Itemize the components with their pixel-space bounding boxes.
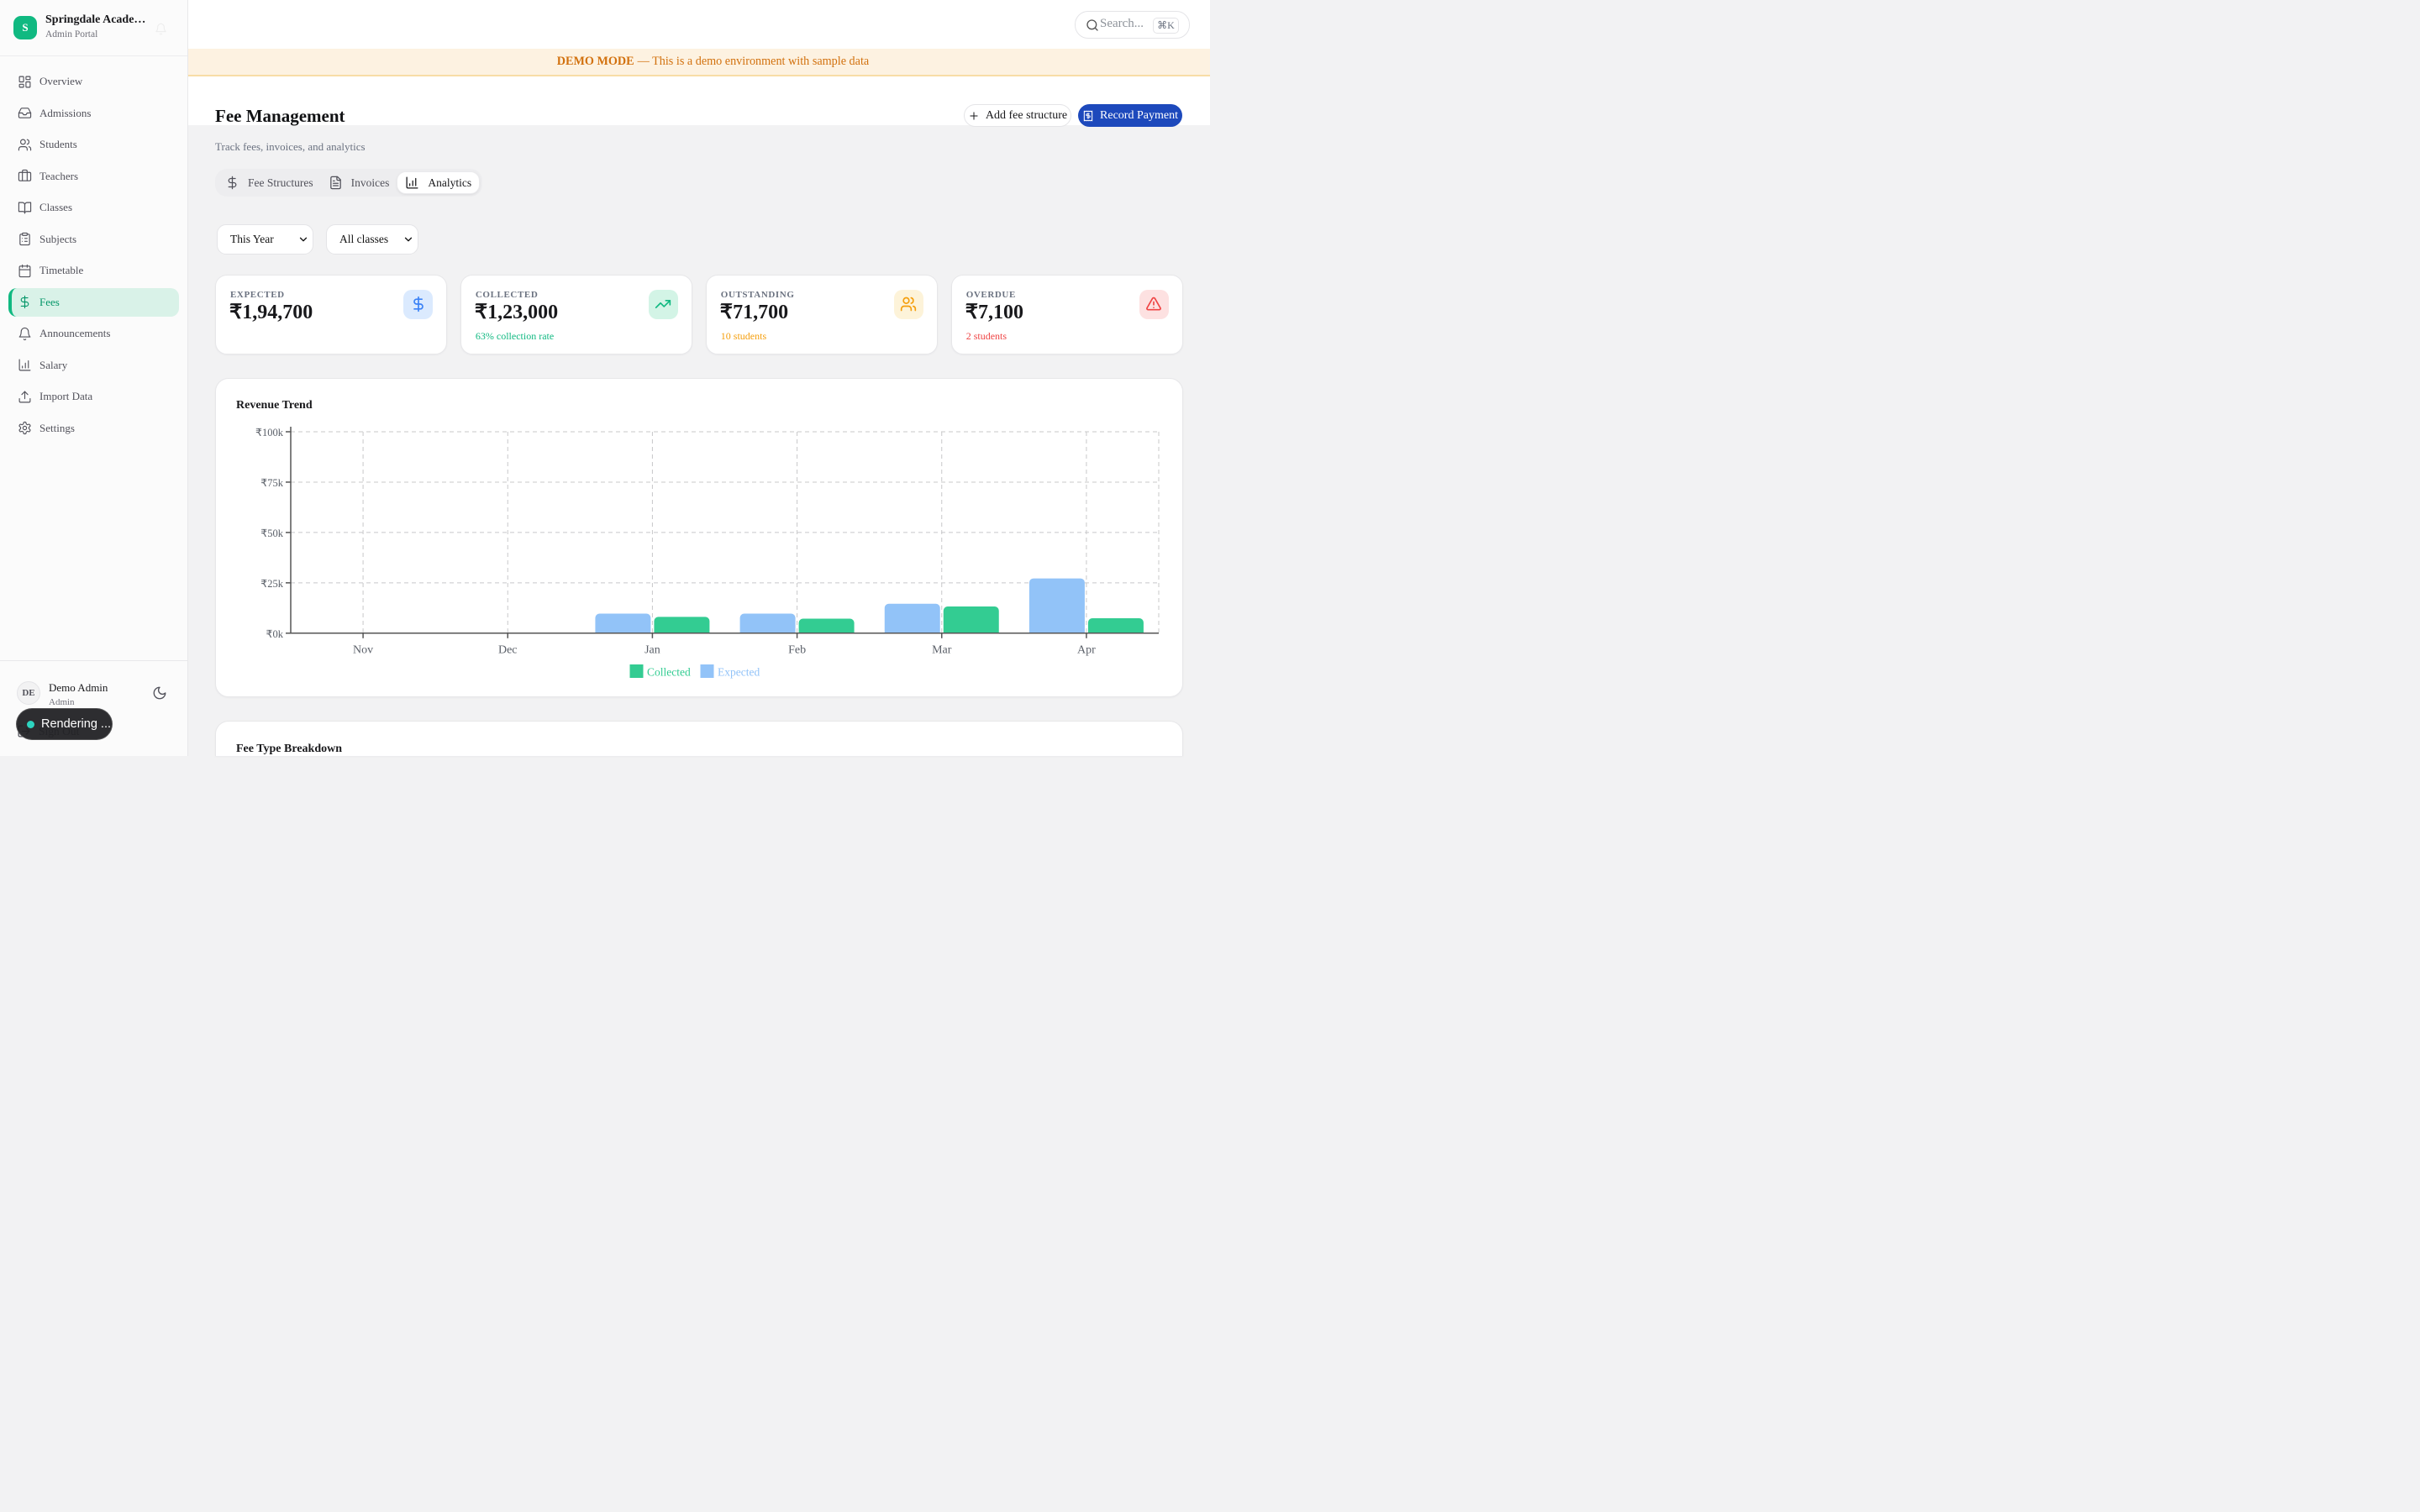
svg-text:₹75k: ₹75k [260,477,283,489]
svg-text:₹50k: ₹50k [260,528,283,539]
svg-text:₹100k: ₹100k [255,427,284,438]
svg-text:Apr: Apr [1077,643,1096,656]
svg-text:Dec: Dec [498,643,518,656]
svg-text:Collected: Collected [647,666,691,679]
svg-text:Jan: Jan [644,643,660,656]
svg-text:Mar: Mar [932,643,952,656]
svg-text:₹25k: ₹25k [260,578,283,590]
svg-text:Nov: Nov [353,643,373,656]
svg-text:₹0k: ₹0k [266,628,284,640]
svg-text:Expected: Expected [718,666,760,679]
svg-text:Feb: Feb [788,643,806,656]
